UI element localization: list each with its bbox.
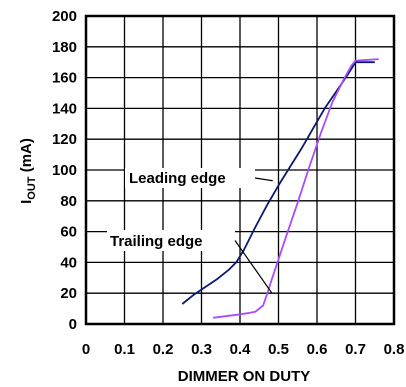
leading-edge-label: Leading edge bbox=[129, 170, 226, 187]
x-tick-label: 0.1 bbox=[114, 341, 135, 358]
annotation-pointer bbox=[254, 177, 273, 182]
y-tick-label: 140 bbox=[52, 100, 77, 117]
y-tick-label: 200 bbox=[52, 8, 77, 25]
x-tick-label: 0.3 bbox=[191, 341, 212, 358]
x-tick-label: 0.6 bbox=[307, 341, 328, 358]
y-tick-label: 20 bbox=[60, 285, 77, 302]
y-tick-label: 100 bbox=[52, 162, 77, 179]
y-tick-label: 180 bbox=[52, 39, 77, 56]
x-tick-label: 0.5 bbox=[268, 341, 289, 358]
annotations: Leading edge Trailing edge bbox=[107, 168, 273, 294]
trailing-edge-label: Trailing edge bbox=[110, 233, 203, 250]
y-tick-labels: 0 20 40 60 80 100 120 140 160 180 200 bbox=[52, 8, 77, 333]
y-axis-title-unit: (mA) bbox=[18, 138, 35, 176]
y-tick-label: 40 bbox=[60, 254, 77, 271]
y-tick-label: 120 bbox=[52, 131, 77, 148]
x-tick-label: 0.8 bbox=[384, 341, 405, 358]
x-axis-title: DIMMER ON DUTY bbox=[178, 368, 311, 385]
plot-frame bbox=[84, 14, 396, 326]
y-tick-label: 80 bbox=[60, 193, 77, 210]
y-axis-title-subscript: OUT bbox=[26, 176, 38, 200]
y-tick-label: 160 bbox=[52, 70, 77, 87]
annotation-pointer bbox=[234, 240, 273, 294]
annotation-background bbox=[107, 230, 235, 251]
annotation-background bbox=[125, 168, 255, 188]
y-axis-title-main: I bbox=[18, 200, 35, 204]
x-tick-label: 0 bbox=[82, 341, 90, 358]
y-axis-title: IOUT (mA) bbox=[18, 138, 38, 204]
y-tick-label: 0 bbox=[69, 316, 77, 333]
trailing-edge-line bbox=[212, 58, 379, 319]
x-tick-label: 0.2 bbox=[153, 341, 174, 358]
series-lines bbox=[181, 58, 379, 319]
x-tick-label: 0.7 bbox=[345, 341, 366, 358]
x-tick-label: 0.4 bbox=[230, 341, 252, 358]
y-tick-label: 60 bbox=[60, 224, 77, 241]
x-tick-labels: 0 0.1 0.2 0.3 0.4 0.5 0.6 0.7 0.8 bbox=[82, 341, 405, 358]
